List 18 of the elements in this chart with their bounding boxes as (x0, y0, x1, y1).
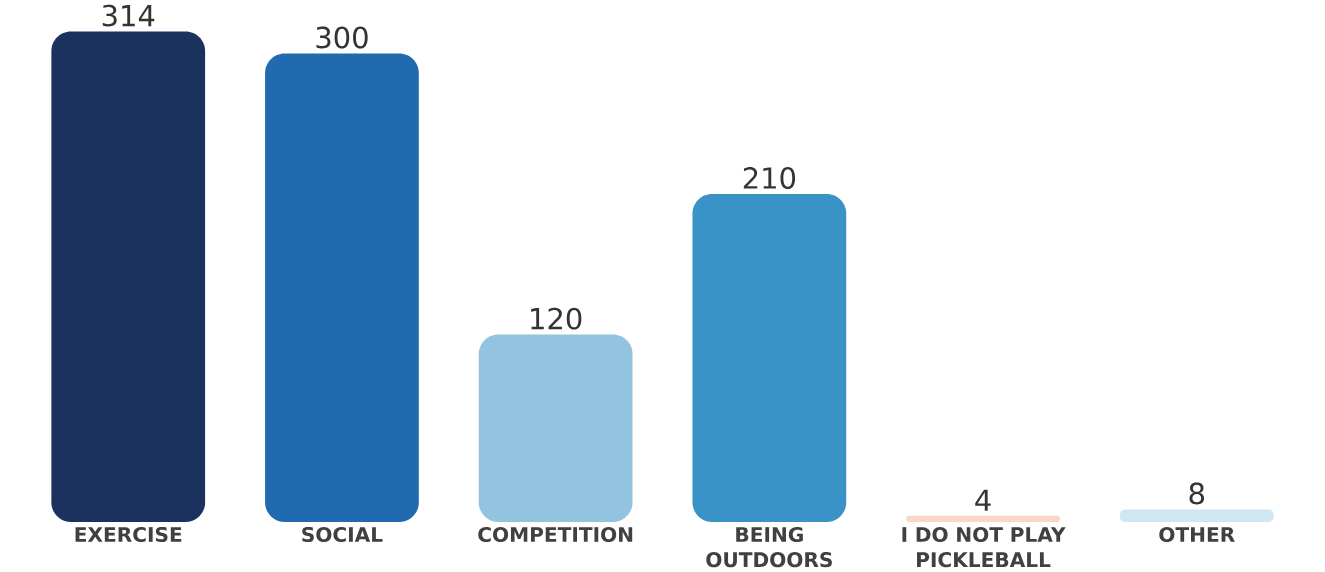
bar (478, 334, 633, 522)
bar (906, 515, 1060, 522)
x-tick-label: OTHER (1159, 526, 1235, 543)
x-tick-label: BEING OUTDOORS (706, 526, 832, 568)
x-tick-label: EXERCISE (75, 526, 182, 543)
bar (265, 53, 419, 522)
bar (1119, 509, 1274, 522)
data-label: 300 (316, 26, 368, 49)
data-label: 4 (975, 489, 991, 511)
data-label: 120 (531, 307, 582, 330)
x-tick-label: COMPETITION (478, 526, 633, 543)
x-tick-label: I DO NOT PLAY PICKLEBALL (902, 526, 1066, 568)
x-tick-label: SOCIAL (302, 526, 383, 543)
data-label: 314 (102, 4, 155, 27)
bar (51, 31, 206, 522)
data-label: 210 (743, 167, 796, 190)
data-label: 8 (1189, 482, 1205, 505)
bar (692, 193, 847, 522)
